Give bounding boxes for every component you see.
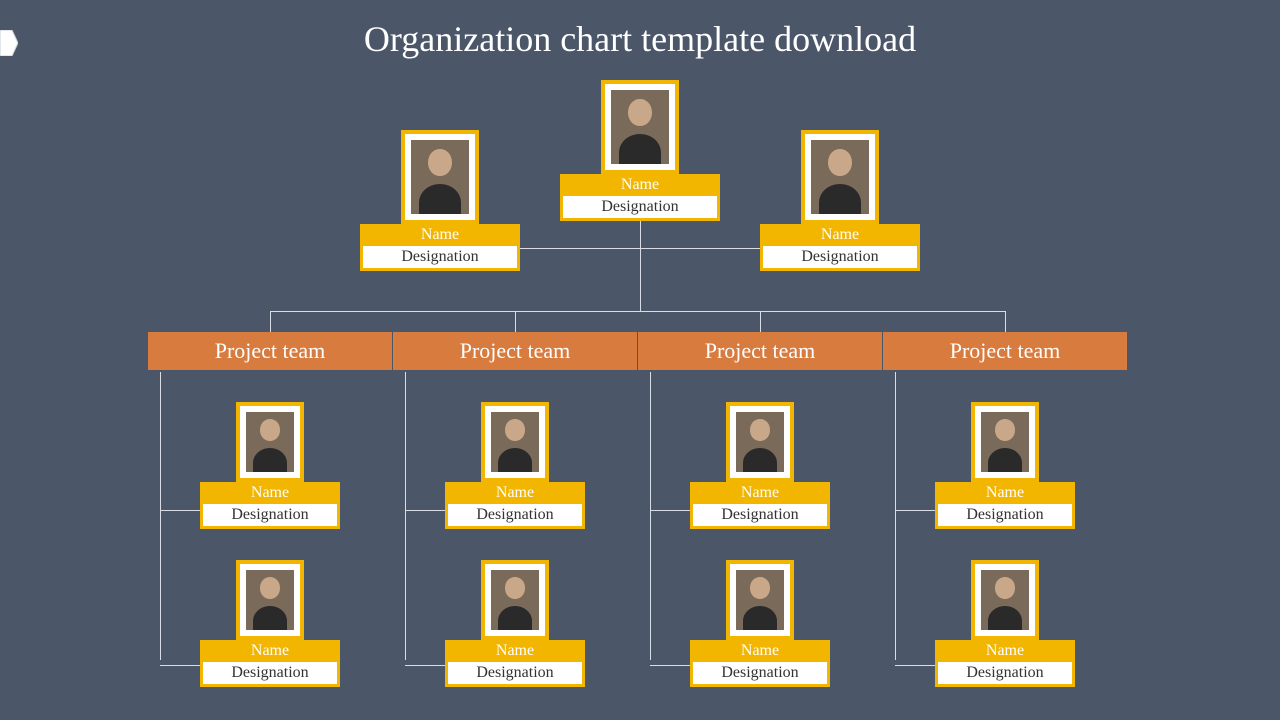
person-photo <box>736 570 784 630</box>
photo-frame <box>971 402 1039 482</box>
photo-frame <box>971 560 1039 640</box>
team-header: Project team <box>393 332 637 370</box>
person-card: NameDesignation <box>445 560 585 687</box>
person-name: Name <box>200 640 340 662</box>
person-card: NameDesignation <box>760 130 920 271</box>
person-name: Name <box>690 482 830 504</box>
photo-frame <box>481 402 549 482</box>
person-card: NameDesignation <box>360 130 520 271</box>
person-designation: Designation <box>360 246 520 271</box>
person-card: NameDesignation <box>690 402 830 529</box>
person-photo <box>811 140 869 214</box>
photo-frame <box>401 130 479 224</box>
person-designation: Designation <box>560 196 720 221</box>
connector-line <box>1005 311 1006 332</box>
person-designation: Designation <box>690 662 830 687</box>
person-card: NameDesignation <box>560 80 720 221</box>
person-card: NameDesignation <box>935 560 1075 687</box>
person-name: Name <box>200 482 340 504</box>
connector-line <box>640 219 641 248</box>
person-name: Name <box>935 482 1075 504</box>
person-photo <box>981 570 1029 630</box>
photo-frame <box>236 402 304 482</box>
connector-line <box>640 248 641 311</box>
photo-frame <box>601 80 679 174</box>
photo-frame <box>481 560 549 640</box>
person-designation: Designation <box>445 662 585 687</box>
person-photo <box>491 570 539 630</box>
person-photo <box>981 412 1029 472</box>
person-photo <box>411 140 469 214</box>
photo-frame <box>236 560 304 640</box>
photo-frame <box>726 560 794 640</box>
person-name: Name <box>760 224 920 246</box>
team-header: Project team <box>148 332 392 370</box>
person-card: NameDesignation <box>445 402 585 529</box>
person-card: NameDesignation <box>935 402 1075 529</box>
person-name: Name <box>560 174 720 196</box>
connector-line <box>760 311 761 332</box>
team-header: Project team <box>883 332 1127 370</box>
connector-line <box>160 372 161 660</box>
person-designation: Designation <box>445 504 585 529</box>
person-card: NameDesignation <box>690 560 830 687</box>
person-designation: Designation <box>200 662 340 687</box>
person-photo <box>736 412 784 472</box>
person-photo <box>611 90 669 164</box>
photo-frame <box>801 130 879 224</box>
photo-frame <box>726 402 794 482</box>
person-designation: Designation <box>935 662 1075 687</box>
connector-line <box>405 372 406 660</box>
connector-line <box>270 311 1005 312</box>
connector-line <box>270 311 271 332</box>
person-designation: Designation <box>200 504 340 529</box>
connector-line <box>895 372 896 660</box>
connector-line <box>650 372 651 660</box>
org-chart-canvas: NameDesignationNameDesignationNameDesign… <box>0 0 1280 720</box>
person-photo <box>246 412 294 472</box>
connector-line <box>515 311 516 332</box>
person-card: NameDesignation <box>200 560 340 687</box>
person-name: Name <box>690 640 830 662</box>
person-designation: Designation <box>935 504 1075 529</box>
person-name: Name <box>445 640 585 662</box>
person-photo <box>246 570 294 630</box>
person-card: NameDesignation <box>200 402 340 529</box>
team-header: Project team <box>638 332 882 370</box>
person-name: Name <box>935 640 1075 662</box>
person-name: Name <box>445 482 585 504</box>
person-designation: Designation <box>690 504 830 529</box>
person-name: Name <box>360 224 520 246</box>
person-photo <box>491 412 539 472</box>
person-designation: Designation <box>760 246 920 271</box>
